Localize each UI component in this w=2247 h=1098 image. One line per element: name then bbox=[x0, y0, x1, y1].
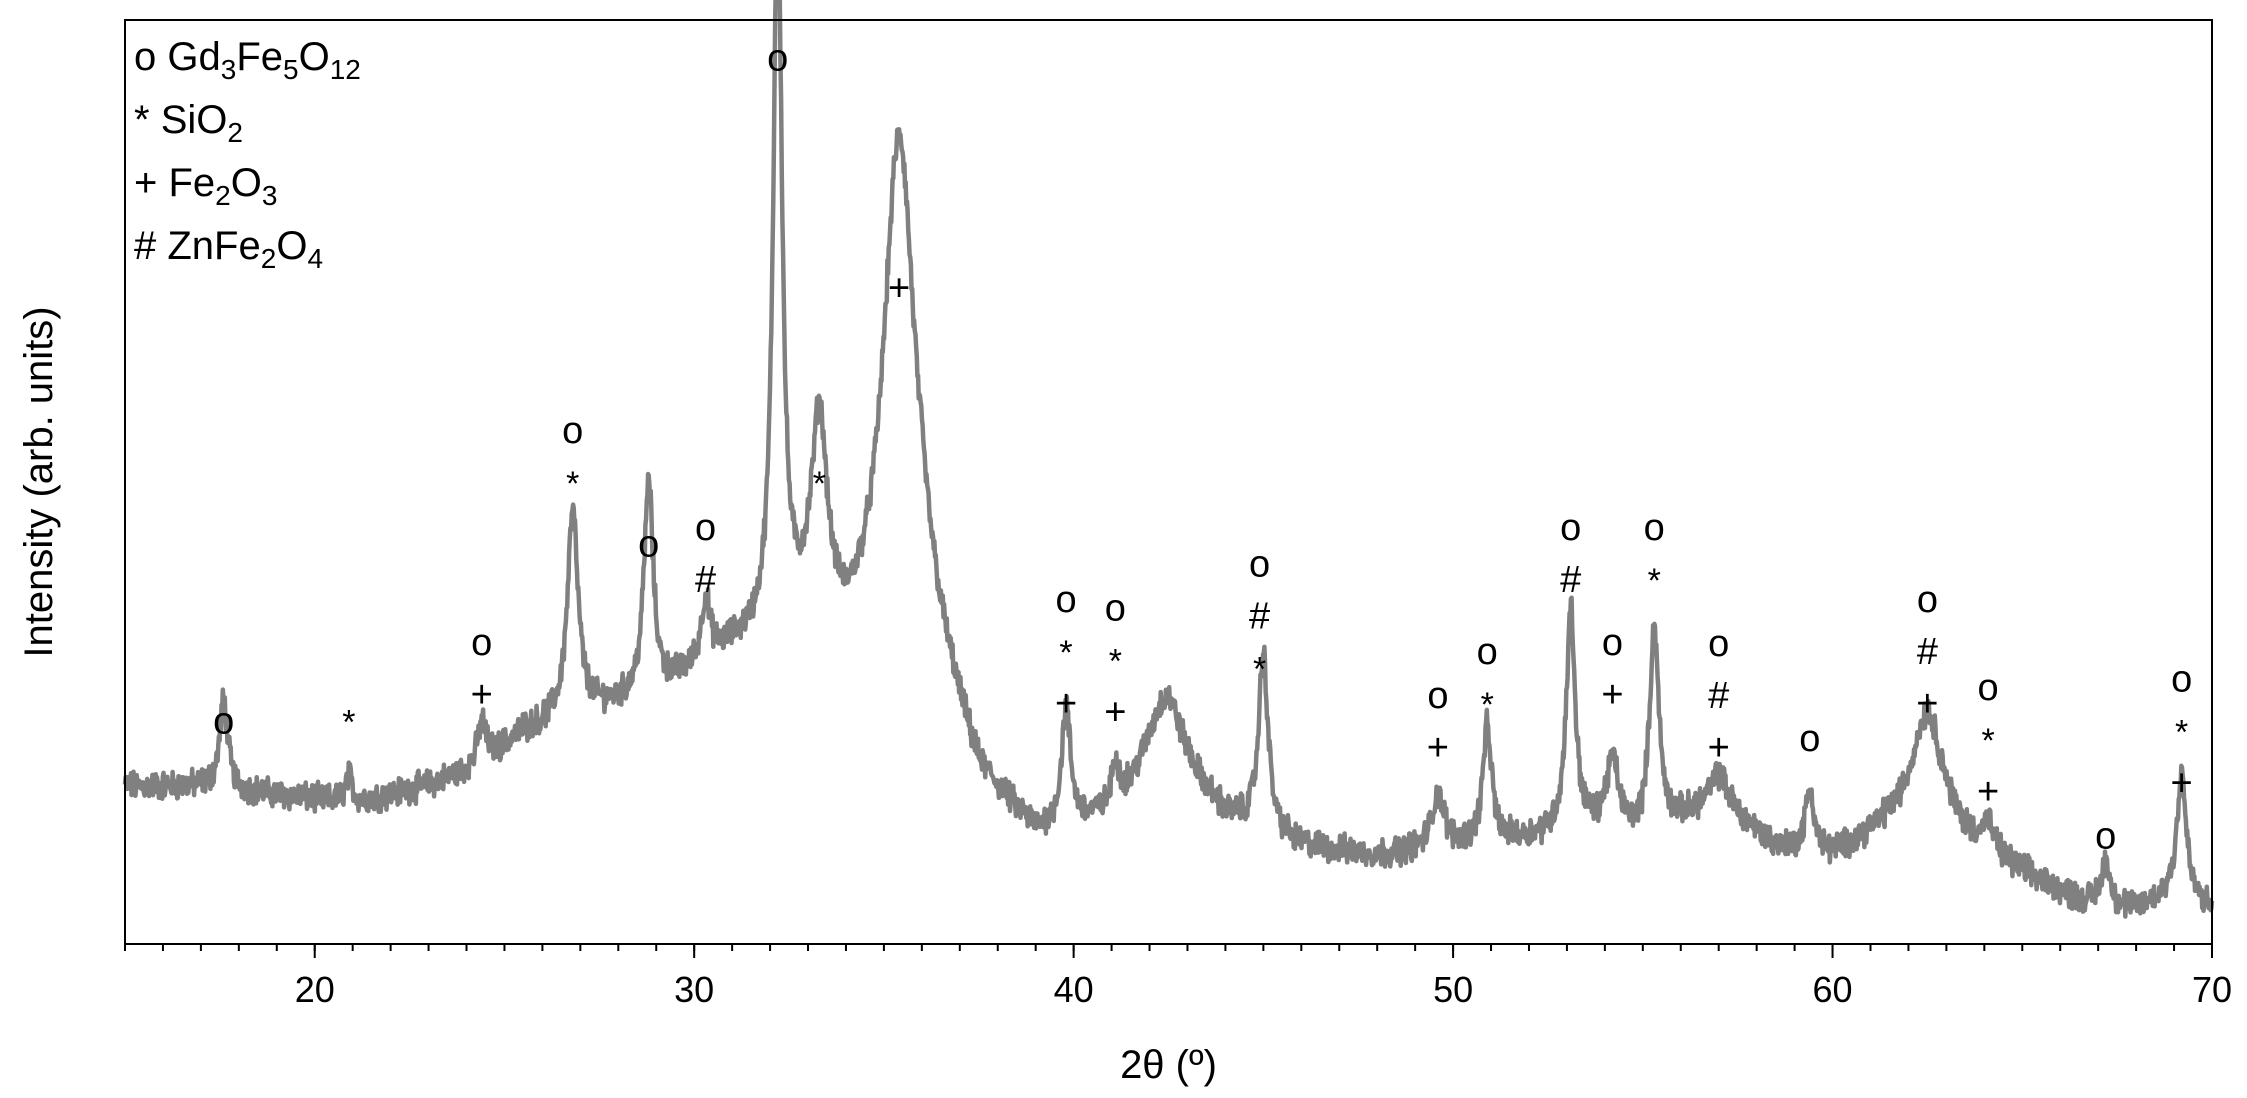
legend-text-part: O bbox=[299, 35, 330, 79]
x-axis: 20 30 40 50 60 70 bbox=[124, 944, 2232, 1010]
x-tick-label: 30 bbox=[674, 969, 714, 1010]
peak-marker: o bbox=[638, 524, 659, 566]
peak-marker: o bbox=[2095, 815, 2116, 857]
legend-gap bbox=[150, 98, 161, 142]
peak-marker: o bbox=[2171, 658, 2192, 700]
peak-marker: * bbox=[813, 465, 826, 503]
legend-text-part: O bbox=[231, 161, 262, 205]
xrd-pattern-line bbox=[122, 0, 2215, 919]
legend-subscript: 2 bbox=[215, 180, 231, 211]
peak-marker: o bbox=[1799, 718, 1820, 760]
legend-symbol: * bbox=[134, 98, 150, 142]
peak-marker: o bbox=[1708, 623, 1729, 665]
peak-marker: # bbox=[1249, 595, 1270, 637]
peak-marker: * bbox=[566, 465, 579, 503]
x-axis-title: 2θ (º) bbox=[1120, 1043, 1217, 1087]
peak-annotations: o *o+o*o o#o*+o*+o*+o#*o+o*o#o+o*o#+ oo#+ o*… bbox=[213, 38, 2193, 858]
legend: o Gd3Fe5O12* SiO2+ Fe2O3# ZnFe2O4 bbox=[134, 35, 361, 274]
peak-marker: # bbox=[1917, 631, 1938, 673]
peak-marker: # bbox=[1560, 559, 1581, 601]
plot-frame bbox=[124, 19, 2213, 945]
peak-marker: o bbox=[1477, 631, 1498, 673]
peak-marker: + bbox=[1427, 727, 1449, 769]
peak-marker: o bbox=[1978, 667, 1999, 709]
legend-subscript: 2 bbox=[261, 243, 277, 274]
legend-subscript: 3 bbox=[262, 180, 278, 211]
peak-marker: * bbox=[1481, 686, 1494, 724]
peak-marker: + bbox=[1916, 683, 1938, 725]
legend-gap bbox=[156, 35, 167, 79]
peak-marker: + bbox=[1708, 727, 1730, 769]
legend-entry: + Fe2O3 bbox=[134, 161, 277, 211]
legend-text-part: Fe bbox=[168, 161, 215, 205]
x-tick-label: 50 bbox=[1433, 969, 1473, 1010]
peak-marker: o bbox=[767, 38, 788, 80]
legend-subscript: 2 bbox=[227, 117, 243, 148]
peak-marker: # bbox=[695, 559, 716, 601]
legend-text-part: O bbox=[276, 224, 307, 268]
legend-entry: o Gd3Fe5O12 bbox=[134, 35, 361, 85]
peak-marker: o bbox=[213, 701, 234, 743]
peak-marker: o bbox=[1560, 507, 1581, 549]
peak-marker: * bbox=[1109, 643, 1122, 681]
peak-marker: * bbox=[342, 704, 355, 742]
x-tick-label: 70 bbox=[2192, 969, 2232, 1010]
peak-marker: + bbox=[1104, 692, 1126, 734]
y-axis-title: Intensity (arb. units) bbox=[17, 306, 61, 657]
legend-symbol: # bbox=[134, 224, 157, 268]
peak-marker: o bbox=[1055, 579, 1076, 621]
legend-symbol: o bbox=[134, 35, 156, 79]
legend-text-part: ZnFe bbox=[167, 224, 260, 268]
legend-subscript: 12 bbox=[330, 54, 361, 85]
peak-marker: * bbox=[1253, 650, 1266, 688]
legend-entry: * SiO2 bbox=[134, 98, 243, 148]
peak-marker: + bbox=[1977, 771, 1999, 813]
peak-marker: * bbox=[1059, 634, 1072, 672]
peak-marker: o bbox=[1427, 675, 1448, 717]
peak-marker: * bbox=[1648, 562, 1661, 600]
peak-marker: + bbox=[2171, 762, 2193, 804]
legend-symbol: + bbox=[134, 161, 157, 205]
peak-marker: * bbox=[1982, 722, 1995, 760]
legend-text-part: SiO bbox=[161, 98, 228, 142]
legend-gap bbox=[156, 224, 167, 268]
legend-gap bbox=[157, 161, 168, 205]
peak-marker: o bbox=[471, 622, 492, 664]
peak-marker: o bbox=[1602, 622, 1623, 664]
legend-entry: # ZnFe2O4 bbox=[134, 224, 323, 274]
peak-marker: o bbox=[1917, 579, 1938, 621]
legend-subscript: 3 bbox=[221, 54, 237, 85]
peak-marker: o bbox=[1644, 507, 1665, 549]
legend-subscript: 5 bbox=[283, 54, 299, 85]
x-tick-label: 40 bbox=[1054, 969, 1094, 1010]
peak-marker: + bbox=[888, 267, 910, 309]
x-tick-label: 60 bbox=[1813, 969, 1853, 1010]
peak-marker: * bbox=[2175, 713, 2188, 751]
peak-marker: + bbox=[471, 674, 493, 716]
x-tick-label: 20 bbox=[295, 969, 335, 1010]
plot-area bbox=[122, 0, 2215, 919]
peak-marker: o bbox=[695, 507, 716, 549]
peak-marker: + bbox=[1601, 674, 1623, 716]
legend-text-part: Gd bbox=[167, 35, 220, 79]
peak-marker: # bbox=[1708, 675, 1729, 717]
peak-marker: o bbox=[562, 410, 583, 452]
legend-text-part: Fe bbox=[236, 35, 283, 79]
legend-subscript: 4 bbox=[307, 243, 323, 274]
peak-marker: o bbox=[1105, 588, 1126, 630]
peak-marker: o bbox=[1249, 543, 1270, 585]
peak-marker: + bbox=[1055, 683, 1077, 725]
